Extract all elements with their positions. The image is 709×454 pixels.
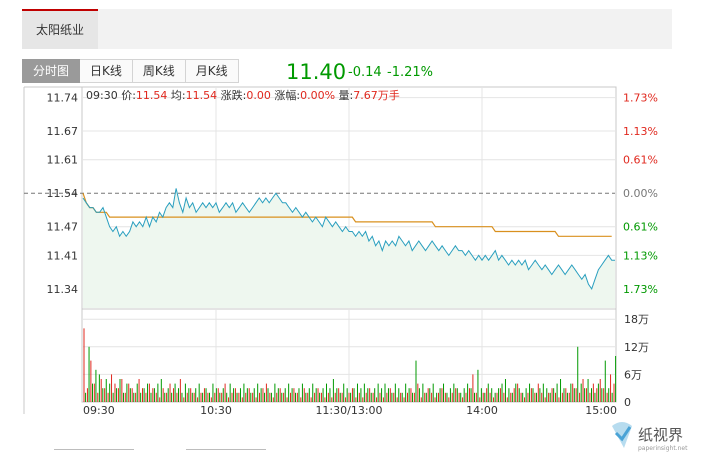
tab-weekly-k[interactable]: 周K线	[132, 59, 186, 83]
info-avg: 11.54	[185, 89, 218, 102]
pct-tick-label: 1.73%	[623, 283, 658, 296]
price-tick-label: 11.34	[47, 283, 79, 296]
info-price: 11.54	[135, 89, 168, 102]
info-amp-label: 涨幅:	[274, 89, 301, 102]
avg-price-line	[82, 193, 612, 237]
watermark-shield-icon	[612, 422, 632, 448]
info-vol: 7.67万手	[353, 89, 400, 102]
time-tick-label: 15:00	[585, 404, 617, 417]
pct-tick-label: 1.13%	[623, 249, 658, 262]
price-tick-label: 11.61	[47, 154, 79, 167]
volume-tick-label: 6万	[624, 368, 642, 381]
price-line	[82, 188, 615, 291]
info-bar: 09:30 价:11.54 均:11.54 涨跌:0.00 涨幅:0.00% 量…	[86, 89, 400, 102]
pct-tick-label: 0.00%	[623, 187, 658, 200]
chart-tabs: 分时图 日K线 周K线 月K线	[22, 59, 239, 83]
time-tick-label: 14:00	[466, 404, 498, 417]
price-tick-label: 11.67	[47, 125, 79, 138]
pct-tick-label: 1.73%	[623, 92, 658, 105]
volume-tick-label: 12万	[624, 341, 649, 354]
title-bar	[98, 9, 672, 49]
info-price-label: 价:	[121, 89, 136, 102]
volume-tick-label: 18万	[624, 313, 649, 326]
price-tick-label: 11.41	[47, 249, 79, 262]
info-amp: 0.00%	[300, 89, 336, 102]
price-tick-label: 11.47	[47, 221, 79, 234]
time-tick-label: 11:30/13:00	[315, 404, 382, 417]
stock-name-tab[interactable]: 太阳纸业	[22, 9, 98, 49]
pct-tick-label: 1.13%	[623, 125, 658, 138]
pct-tick-label: 0.61%	[623, 154, 658, 167]
current-price: 11.40	[286, 60, 347, 84]
info-chg: 0.00	[246, 89, 271, 102]
price-tick-label: 11.74	[47, 92, 79, 105]
price-tick-label: 11.54	[47, 187, 79, 200]
price-change: -0.14	[348, 65, 382, 80]
info-chg-label: 涨跌:	[220, 89, 247, 102]
watermark-brand: 纸视界	[638, 426, 683, 444]
footer-line-left	[54, 449, 134, 450]
info-vol-label: 量:	[338, 89, 354, 102]
time-tick-label: 10:30	[200, 404, 232, 417]
info-avg-label: 均:	[170, 89, 186, 102]
tab-intraday[interactable]: 分时图	[22, 59, 81, 83]
watermark-url: paperinsight.net	[638, 445, 688, 452]
stock-name-label: 太阳纸业	[35, 23, 84, 37]
tab-monthly-k[interactable]: 月K线	[185, 59, 239, 83]
time-tick-label: 09:30	[83, 404, 115, 417]
price-change-pct: -1.21%	[387, 65, 433, 80]
volume-tick-label: 0	[624, 396, 631, 409]
watermark-logo: 纸视界 paperinsight.net	[612, 422, 688, 452]
price-area-fill	[83, 188, 615, 308]
watermark-check-icon	[614, 426, 632, 442]
info-time: 09:30	[86, 89, 118, 102]
footer-line-right	[186, 449, 266, 450]
tab-daily-k[interactable]: 日K线	[80, 59, 133, 83]
pct-tick-label: 0.61%	[623, 221, 658, 234]
